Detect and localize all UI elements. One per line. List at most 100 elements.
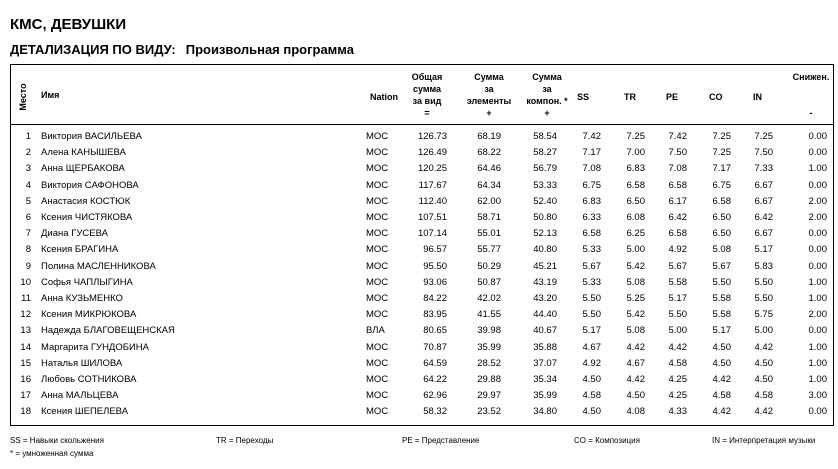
- cell-place: 6: [25, 212, 31, 223]
- cell-pe: 7.42: [668, 131, 688, 142]
- cell-ss: 4.50: [582, 374, 602, 385]
- legend-ss: SS = Навыки скольжения: [10, 436, 104, 445]
- cell-tr: 6.25: [626, 228, 646, 240]
- cell-nation: МОС: [366, 131, 389, 142]
- cell-elements: 29.97: [477, 390, 501, 402]
- cell-name: Анна КУЗЬМЕНКО: [41, 293, 123, 304]
- cell-nation: МОС: [366, 179, 389, 191]
- cell-pe: 6.58: [668, 228, 688, 240]
- cell-elements: 50.87: [477, 276, 501, 288]
- cell-co: 5.58: [712, 293, 732, 304]
- table-row: 10 Софья ЧАПЛЫГИНА МОС 93.06 50.87 43.19 5.33 5…: [11, 275, 835, 291]
- cell-ss: 6.83: [582, 195, 602, 207]
- results-table: Место Имя Nation Общая сумма за вид = Сумма…: [10, 64, 834, 426]
- header-deductions: Снижен. -: [792, 72, 830, 118]
- cell-ss: 5.33: [582, 276, 602, 288]
- cell-pe: 5.50: [668, 309, 688, 321]
- page-title: КМС, ДЕВУШКИ: [10, 16, 127, 33]
- cell-tr: 6.50: [626, 195, 646, 207]
- cell-total: 64.22: [423, 374, 447, 385]
- cell-name: Анастасия КОСТЮК: [41, 195, 131, 207]
- header-total: Общая сумма за вид =: [411, 72, 443, 118]
- cell-in: 7.50: [754, 147, 774, 159]
- cell-tr: 5.25: [626, 293, 646, 304]
- cell-nation: МОС: [366, 374, 389, 385]
- cell-nation: МОС: [366, 195, 389, 207]
- table-row: 5 Анастасия КОСТЮК МОС 112.40 62.00 52.40 6.83…: [11, 194, 835, 210]
- cell-total: 126.49: [417, 147, 447, 159]
- table-row: 1 Виктория ВАСИЛЬЕВА МОС 126.73 68.19 58.54 7.…: [11, 129, 835, 145]
- cell-nation: МОС: [366, 276, 389, 288]
- table-row: 8 Ксения БРАГИНА МОС 96.57 55.77 40.80 5.33 5.0…: [11, 242, 835, 258]
- cell-ss: 7.17: [582, 147, 602, 159]
- cell-name: Ксения МИКРЮКОВА: [41, 309, 137, 321]
- cell-total: 58.32: [423, 406, 447, 418]
- cell-name: Ксения ЧИСТЯКОВА: [41, 212, 133, 223]
- cell-total: 84.22: [423, 293, 447, 304]
- header-pe: PE: [666, 92, 679, 102]
- cell-place: 18: [20, 406, 31, 418]
- cell-ded: 1.00: [808, 163, 828, 175]
- cell-co: 7.25: [712, 147, 732, 159]
- cell-components: 44.40: [533, 309, 557, 321]
- cell-co: 6.50: [712, 228, 732, 240]
- cell-ss: 6.33: [582, 212, 602, 223]
- cell-ded: 3.00: [808, 390, 828, 402]
- cell-co: 4.50: [712, 341, 732, 353]
- cell-nation: МОС: [366, 244, 389, 256]
- cell-elements: 55.77: [477, 244, 501, 256]
- cell-ded: 2.00: [808, 309, 828, 321]
- cell-elements: 23.52: [477, 406, 501, 418]
- table-row: 3 Анна ЩЕРБАКОВА МОС 120.25 64.46 56.79 7.08 6.…: [11, 161, 835, 177]
- cell-ded: 2.00: [808, 212, 828, 223]
- cell-tr: 5.00: [626, 244, 646, 256]
- cell-components: 35.99: [533, 390, 557, 402]
- cell-place: 11: [21, 293, 31, 304]
- cell-ded: 0.00: [808, 228, 828, 240]
- table-row: 18 Ксения ШЕПЕЛЕВА МОС 58.32 23.52 34.80 4.50 4…: [11, 404, 835, 420]
- cell-elements: 55.01: [477, 228, 501, 240]
- cell-tr: 6.83: [626, 163, 646, 175]
- cell-co: 7.25: [712, 131, 732, 142]
- cell-pe: 4.92: [668, 244, 688, 256]
- cell-ded: 1.00: [808, 341, 828, 353]
- legend-pe: PE = Представление: [402, 436, 480, 445]
- cell-total: 83.95: [423, 309, 447, 321]
- cell-elements: 41.55: [477, 309, 501, 321]
- cell-total: 126.73: [417, 131, 447, 142]
- cell-place: 5: [25, 195, 31, 207]
- cell-pe: 4.58: [668, 357, 688, 369]
- cell-ded: 0.00: [808, 260, 828, 272]
- cell-pe: 7.50: [668, 147, 688, 159]
- cell-ded: 2.00: [808, 195, 828, 207]
- cell-elements: 58.71: [477, 212, 501, 223]
- table-row: 11 Анна КУЗЬМЕНКО МОС 84.22 42.02 43.20 5.50 5.…: [11, 291, 835, 307]
- cell-total: 96.57: [423, 244, 447, 256]
- cell-co: 6.58: [712, 195, 732, 207]
- header-in: IN: [753, 92, 762, 102]
- cell-name: Наталья ШИЛОВА: [41, 357, 123, 369]
- cell-components: 43.20: [533, 293, 557, 304]
- cell-name: Ксения БРАГИНА: [41, 244, 119, 256]
- cell-tr: 5.42: [626, 309, 646, 321]
- cell-total: 62.96: [423, 390, 447, 402]
- cell-place: 8: [25, 244, 31, 256]
- cell-ded: 0.00: [808, 325, 828, 337]
- cell-components: 45.21: [533, 260, 557, 272]
- cell-in: 5.75: [754, 309, 774, 321]
- cell-ss: 5.50: [582, 293, 602, 304]
- cell-elements: 39.98: [477, 325, 501, 337]
- program-name: Произвольная программа: [185, 42, 354, 57]
- cell-total: 95.50: [423, 260, 447, 272]
- cell-nation: МОС: [366, 212, 389, 223]
- cell-in: 4.42: [754, 341, 774, 353]
- cell-nation: МОС: [366, 260, 389, 272]
- cell-tr: 4.50: [626, 390, 646, 402]
- cell-place: 17: [20, 390, 31, 402]
- table-row: 16 Любовь СОТНИКОВА МОС 64.22 29.88 35.34 4.50…: [11, 372, 835, 388]
- cell-pe: 4.33: [668, 406, 688, 418]
- header-tr: TR: [624, 92, 636, 102]
- cell-name: Виктория ВАСИЛЬЕВА: [41, 131, 142, 142]
- cell-name: Диана ГУСЕВА: [41, 228, 108, 240]
- cell-in: 6.42: [754, 212, 774, 223]
